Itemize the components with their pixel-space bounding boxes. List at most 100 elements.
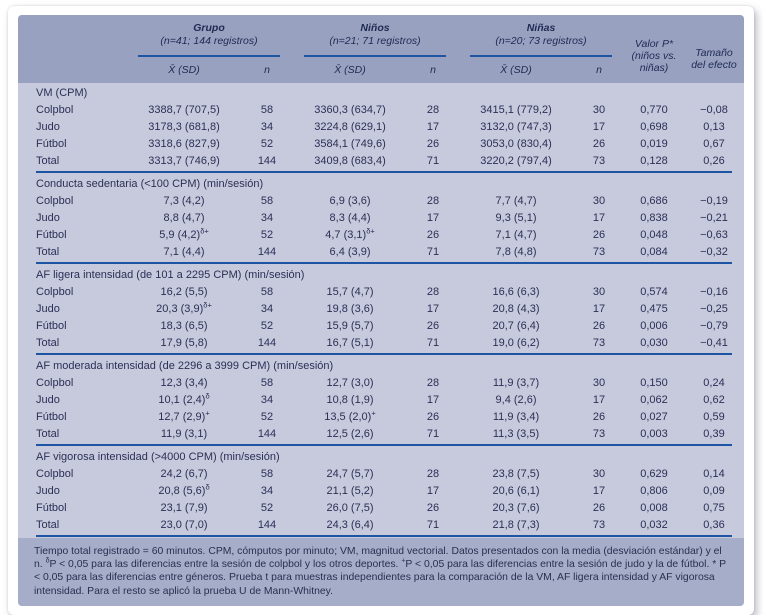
cell-ninos-n: 17 (426, 394, 440, 406)
table-row: Colpbol 24,2 (6,7) 58 24,7 (5,7) 28 23,8 (7,5… (18, 466, 744, 483)
table-row: Fútbol 3318,6 (827,9) 52 3584,1 (749,6) 26 30… (18, 136, 744, 153)
cell-effect-size: 0,67 (703, 138, 725, 150)
cell-grupo-n: 144 (257, 519, 277, 531)
cell-ninas-n: 30 (592, 377, 606, 389)
cell-grupo-mean: 20,3 (3,9)δ+ (126, 301, 242, 318)
mean-sd-value: 12,7 (3,0) (326, 377, 374, 389)
cell-sport-label: Total (36, 337, 60, 349)
cell-sport-label: Colpbol (36, 468, 74, 480)
cell-ninos-n: 28 (426, 468, 440, 480)
mean-sd-value: 3409,8 (683,4) (314, 155, 386, 167)
cell-ninas-n: 30 (592, 468, 606, 480)
cell-ninos-n: 26 (426, 320, 440, 332)
cell-grupo-n: 52 (260, 411, 274, 423)
cell-ninos-mean: 8,3 (4,4) (292, 210, 408, 227)
cell-grupo-n: 52 (260, 229, 274, 241)
cell-ninas-mean: 7,8 (4,8) (458, 244, 574, 261)
mean-sd-value: 11,9 (3,1) (160, 428, 208, 440)
col-group-ninos: Niños (n=21; 71 registros) (304, 15, 446, 57)
cell-p-value: 0,003 (640, 428, 668, 440)
cell-grupo-n: 58 (260, 468, 274, 480)
cell-ninas-n: 17 (592, 485, 606, 497)
cell-sport-label: Total (36, 246, 60, 258)
cell-grupo-mean: 3313,7 (746,9) (126, 153, 242, 170)
mean-sd-value: 3313,7 (746,9) (148, 155, 220, 167)
mean-sd-value: 23,8 (7,5) (492, 468, 540, 480)
cell-effect-size: 0,62 (703, 394, 725, 406)
section-title: AF moderada intensidad (de 2296 a 3999 C… (36, 360, 334, 372)
cell-p-value: 0,838 (640, 212, 668, 224)
cell-sport-label: Total (36, 519, 60, 531)
cell-ninos-mean: 26,0 (7,5) (292, 500, 408, 517)
col-header-mean: X̄ (SD) (500, 64, 532, 76)
cell-sport-label: Colpbol (36, 286, 74, 298)
cell-ninas-mean: 20,6 (6,1) (458, 483, 574, 500)
mean-sd-value: 3388,7 (707,5) (148, 104, 220, 116)
mean-sd-value: 12,3 (3,4) (160, 377, 208, 389)
cell-sport-label: Fútbol (36, 138, 67, 150)
cell-sport-label: Judo (36, 303, 60, 315)
mean-sd-value: 15,7 (4,7) (326, 286, 374, 298)
cell-grupo-mean: 5,9 (4,2)δ+ (126, 227, 242, 244)
section-divider-rule (36, 535, 732, 537)
table-row: Colpbol 7,3 (4,2) 58 6,9 (3,6) 28 7,7 (4,7) 30… (18, 193, 744, 210)
table-row: Fútbol 12,7 (2,9)+ 52 13,5 (2,0)+ 26 11,9 (3,… (18, 409, 744, 426)
cell-ninas-mean: 20,8 (4,3) (458, 301, 574, 318)
section-divider-rule (36, 353, 732, 355)
section-divider-rule (36, 262, 732, 264)
cell-grupo-mean: 23,1 (7,9) (126, 500, 242, 517)
col-header-n: n (264, 64, 270, 76)
cell-sport-label: Colpbol (36, 104, 74, 116)
cell-grupo-n: 144 (257, 337, 277, 349)
cell-sport-label: Total (36, 428, 60, 440)
table-row: Judo 8,8 (4,7) 34 8,3 (4,4) 17 9,3 (5,1) 17 0,8… (18, 210, 744, 227)
cell-effect-size: 0,39 (703, 428, 725, 440)
footnote-sup: δ (45, 557, 50, 565)
section-divider-rule (36, 444, 732, 446)
mean-sd-value: 5,9 (4,2) (159, 229, 201, 241)
significance-marker: δ+ (203, 300, 212, 310)
section-title-row: Conducta sedentaria (<100 CPM) (min/sesi… (18, 174, 744, 193)
table-row: Total 7,1 (4,4) 144 6,4 (3,9) 71 7,8 (4,8) 73 0… (18, 244, 744, 261)
cell-ninas-mean: 21,8 (7,3) (458, 517, 574, 534)
cell-ninos-mean: 19,8 (3,6) (292, 301, 408, 318)
cell-ninas-n: 26 (592, 502, 606, 514)
cell-effect-size: −0,63 (700, 229, 728, 241)
significance-marker: δ+ (366, 226, 375, 236)
cell-ninas-mean: 7,7 (4,7) (458, 193, 574, 210)
cell-ninas-n: 30 (592, 104, 606, 116)
cell-sport-label: Fútbol (36, 229, 67, 241)
cell-ninas-mean: 23,8 (7,5) (458, 466, 574, 483)
header-spacer (18, 15, 126, 57)
significance-marker: δ+ (200, 226, 209, 236)
cell-ninos-n: 17 (426, 212, 440, 224)
cell-ninas-mean: 19,0 (6,2) (458, 335, 574, 352)
cell-grupo-n: 144 (257, 246, 277, 258)
table-row: Total 3313,7 (746,9) 144 3409,8 (683,4) 71 32… (18, 153, 744, 170)
cell-ninos-n: 71 (426, 519, 440, 531)
cell-effect-size: −0,19 (700, 195, 728, 207)
mean-sd-value: 11,3 (3,5) (492, 428, 540, 440)
cell-ninas-mean: 20,3 (7,6) (458, 500, 574, 517)
cell-grupo-mean: 20,8 (5,6)δ (126, 483, 242, 500)
section-title: Conducta sedentaria (<100 CPM) (min/sesi… (36, 178, 264, 190)
effect-header-line: del efecto (691, 59, 737, 71)
section-title-row: AF moderada intensidad (de 2296 a 3999 C… (18, 356, 744, 375)
cell-ninas-n: 30 (592, 195, 606, 207)
footnote-sup: + (401, 557, 406, 565)
cell-ninas-n: 73 (592, 246, 606, 258)
table-row: Total 11,9 (3,1) 144 12,5 (2,6) 71 11,3 (3,5)… (18, 426, 744, 443)
cell-ninas-n: 26 (592, 320, 606, 332)
mean-sd-value: 7,7 (4,7) (495, 195, 537, 207)
mean-sd-value: 8,3 (4,4) (329, 212, 371, 224)
group-title: Niños (360, 22, 390, 34)
cell-grupo-mean: 10,1 (2,4)δ (126, 392, 242, 409)
mean-sd-value: 3220,2 (797,4) (480, 155, 552, 167)
cell-p-value: 0,150 (640, 377, 668, 389)
table-row: Judo 3178,3 (681,8) 34 3224,8 (629,1) 17 3132… (18, 119, 744, 136)
mean-sd-value: 23,1 (7,9) (160, 502, 208, 514)
mean-sd-value: 3415,1 (779,2) (480, 104, 552, 116)
cell-ninas-n: 73 (592, 428, 606, 440)
cell-effect-size: −0,32 (700, 246, 728, 258)
section-title: AF ligera intensidad (de 101 a 2295 CPM)… (36, 269, 305, 281)
